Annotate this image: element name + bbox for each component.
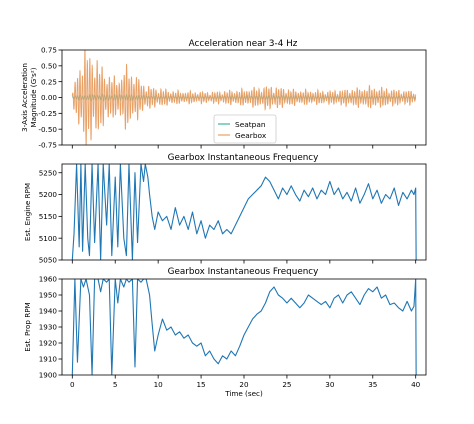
- y-tick-label: -0.25: [38, 109, 57, 118]
- x-tick-label: 15: [196, 380, 205, 389]
- y-tick-label: 1930: [39, 323, 58, 332]
- x-tick-label: 0: [70, 380, 75, 389]
- acceleration-axes-frame: [61, 49, 427, 146]
- prop-rpm-axes-frame: [61, 278, 427, 376]
- y-tick-label: 0.25: [41, 77, 57, 86]
- y-tick-label: 5050: [39, 256, 58, 265]
- acceleration-panel: Acceleration near 3-4 Hz 3-Axis Accelera…: [20, 39, 427, 150]
- y-tick-label: 0.00: [41, 93, 57, 102]
- y-axis-label: Est. Prop RPM: [23, 302, 32, 351]
- x-axis-label: Time (sec): [224, 389, 263, 398]
- y-tick-label: -0.50: [38, 125, 57, 134]
- x-tick-label: 40: [411, 380, 421, 389]
- legend-seatpan-label: Seatpan: [235, 120, 266, 129]
- y-tick-label: -0.75: [38, 141, 57, 150]
- x-tick-label: 10: [154, 380, 164, 389]
- x-tick-label: 25: [282, 380, 291, 389]
- engine-rpm-title: Gearbox Instantaneous Frequency: [168, 153, 319, 163]
- y-tick-label: 5200: [39, 190, 58, 199]
- prop-rpm-yticks: 1960 1950 1940 1930 1920 1910 1900: [39, 275, 62, 380]
- acceleration-yticks: 0.75 0.50 0.25 0.00 -0.25 -0.50 -0.75: [38, 46, 62, 150]
- y-tick-label: 1920: [39, 339, 58, 348]
- rpm-series-line: [71, 279, 417, 375]
- y-tick-label: 0.50: [41, 61, 57, 70]
- prop-rpm-xticks: 0 5 10 15 20 25 30 35 40: [70, 375, 421, 389]
- prop-rpm-series: [71, 279, 417, 375]
- x-tick-label: 20: [239, 380, 249, 389]
- y-axis-label: 3-Axis AccelerationMagnitude (G's²): [20, 63, 38, 132]
- y-tick-label: 1950: [39, 291, 58, 300]
- rpm-series-line: [71, 164, 417, 260]
- engine-rpm-panel: Gearbox Instantaneous Frequency Est. Eng…: [23, 153, 427, 265]
- engine-rpm-xtick-marks: [71, 260, 417, 264]
- series-gearbox-line: [71, 50, 417, 145]
- x-tick-label: 30: [325, 380, 335, 389]
- engine-rpm-yticks: 5250 5200 5150 5100 5050: [39, 168, 62, 265]
- acceleration-series: [71, 50, 417, 145]
- acceleration-title: Acceleration near 3-4 Hz: [189, 39, 298, 49]
- prop-rpm-title: Gearbox Instantaneous Frequency: [168, 267, 319, 277]
- x-tick-label: 35: [368, 380, 377, 389]
- y-axis-label: Est. Engine RPM: [23, 183, 32, 241]
- prop-rpm-panel: Gearbox Instantaneous Frequency Est. Pro…: [23, 267, 427, 398]
- y-tick-label: 5100: [39, 234, 58, 243]
- y-tick-label: 1940: [39, 307, 58, 316]
- legend-gearbox-label: Gearbox: [235, 131, 267, 140]
- engine-rpm-series: [71, 164, 417, 260]
- x-tick-label: 5: [113, 380, 118, 389]
- acceleration-xtick-marks: [71, 145, 417, 149]
- engine-rpm-axes-frame: [61, 163, 427, 261]
- legend-box: [213, 114, 277, 144]
- y-tick-label: 1960: [39, 275, 58, 284]
- engine-rpm-ylabel: Est. Engine RPM: [23, 183, 32, 241]
- acceleration-legend: Seatpan Gearbox: [213, 114, 277, 144]
- y-tick-label: 5150: [39, 212, 58, 221]
- y-tick-label: 1910: [39, 355, 58, 364]
- acceleration-ylabel: 3-Axis AccelerationMagnitude (G's²): [20, 63, 38, 132]
- y-tick-label: 5250: [39, 168, 58, 177]
- y-tick-label: 1900: [39, 371, 58, 380]
- prop-rpm-ylabel: Est. Prop RPM: [23, 302, 32, 351]
- y-tick-label: 0.75: [41, 46, 57, 55]
